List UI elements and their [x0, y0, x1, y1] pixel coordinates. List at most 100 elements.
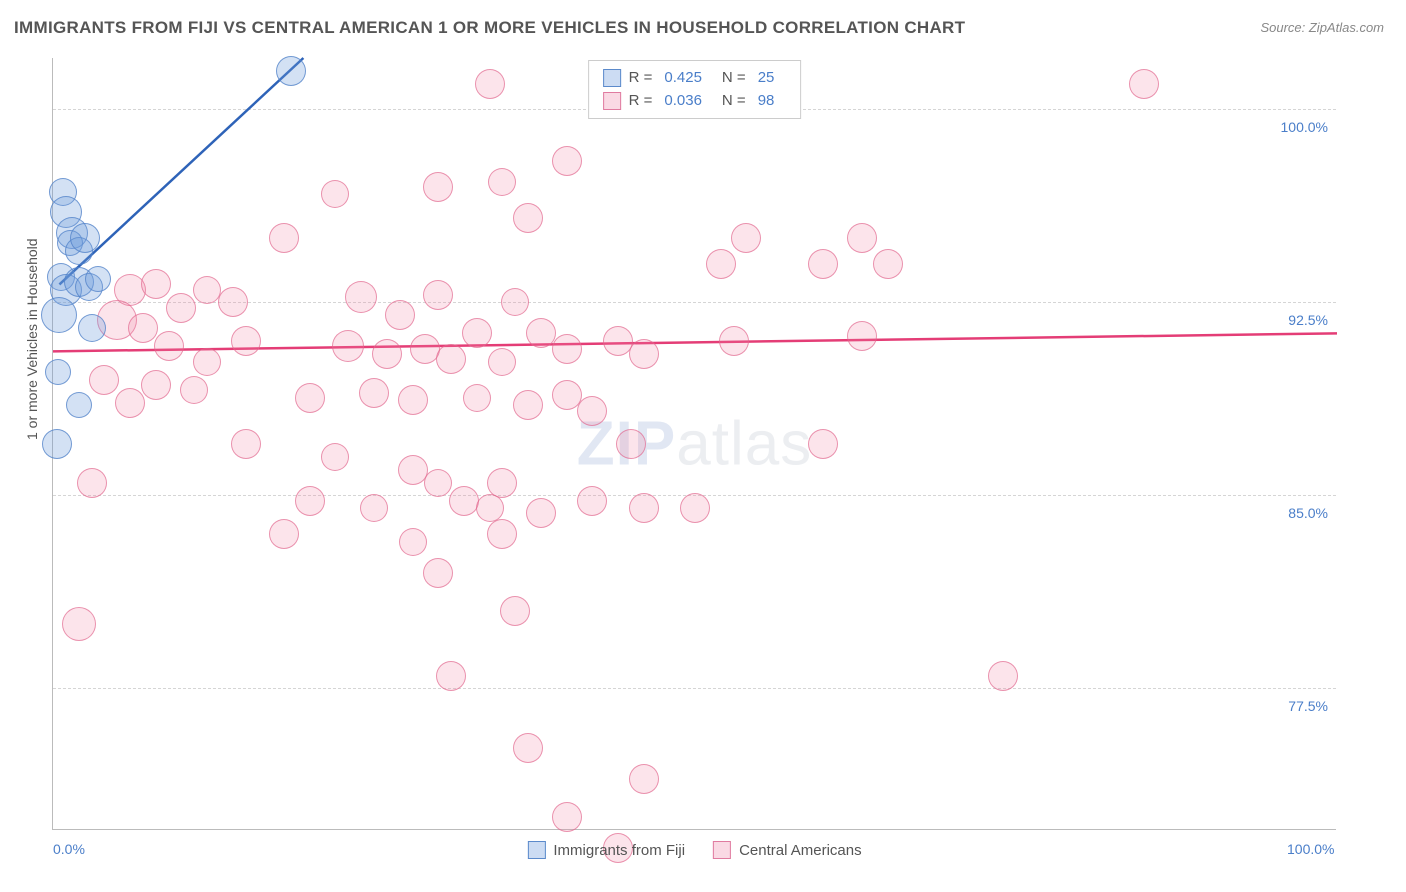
data-point-b [423, 558, 453, 588]
data-point-a [85, 266, 111, 292]
swatch-series-b [603, 92, 621, 110]
data-point-b [269, 519, 299, 549]
data-point-b [449, 486, 479, 516]
data-point-b [436, 344, 466, 374]
data-point-b [629, 493, 659, 523]
x-tick-label: 0.0% [53, 841, 85, 857]
data-point-b [487, 468, 517, 498]
n-value-a: 25 [758, 67, 775, 90]
data-point-b [89, 365, 119, 395]
data-point-b [398, 455, 428, 485]
data-point-b [154, 331, 184, 361]
data-point-b [577, 486, 607, 516]
x-tick-label: 100.0% [1287, 841, 1334, 857]
data-point-b [193, 348, 221, 376]
data-point-b [385, 300, 415, 330]
legend-row-b: R = 0.036 N = 98 [603, 90, 787, 113]
data-point-b [218, 287, 248, 317]
data-point-b [808, 249, 838, 279]
source-attribution: Source: ZipAtlas.com [1260, 20, 1384, 35]
data-point-b [141, 269, 171, 299]
data-point-b [372, 339, 402, 369]
data-point-b [488, 168, 516, 196]
data-point-b [577, 396, 607, 426]
data-point-a [66, 392, 92, 418]
series-legend: Immigrants from Fiji Central Americans [527, 841, 861, 859]
data-point-b [501, 288, 529, 316]
legend-item-b: Central Americans [713, 841, 862, 859]
data-point-a [70, 223, 100, 253]
data-point-a [45, 359, 71, 385]
data-point-b [424, 469, 452, 497]
data-point-b [616, 429, 646, 459]
data-point-a [41, 297, 77, 333]
data-point-b [526, 498, 556, 528]
correlation-legend: R = 0.425 N = 25 R = 0.036 N = 98 [588, 60, 802, 119]
data-point-b [719, 326, 749, 356]
data-point-b [115, 388, 145, 418]
data-point-b [988, 661, 1018, 691]
data-point-b [398, 385, 428, 415]
data-point-b [321, 443, 349, 471]
data-point-b [873, 249, 903, 279]
r-label: R = [629, 90, 653, 113]
data-point-b [629, 764, 659, 794]
n-label: N = [722, 67, 746, 90]
data-point-b [128, 313, 158, 343]
data-point-b [488, 348, 516, 376]
y-axis-title: 1 or more Vehicles in Household [24, 238, 40, 440]
r-label: R = [629, 67, 653, 90]
data-point-b [193, 276, 221, 304]
data-point-b [332, 330, 364, 362]
data-point-b [62, 607, 96, 641]
data-point-b [731, 223, 761, 253]
trend-line-a [59, 58, 303, 284]
data-point-b [399, 528, 427, 556]
data-point-a [78, 314, 106, 342]
data-point-b [475, 69, 505, 99]
data-point-b [476, 494, 504, 522]
data-point-b [231, 429, 261, 459]
data-point-b [77, 468, 107, 498]
chart-title: IMMIGRANTS FROM FIJI VS CENTRAL AMERICAN… [14, 18, 965, 38]
data-point-b [847, 321, 877, 351]
data-point-b [141, 370, 171, 400]
data-point-b [552, 146, 582, 176]
data-point-a [276, 56, 306, 86]
data-point-b [706, 249, 736, 279]
swatch-series-a [527, 841, 545, 859]
data-point-a [42, 429, 72, 459]
swatch-series-a [603, 69, 621, 87]
data-point-b [513, 203, 543, 233]
data-point-b [423, 172, 453, 202]
data-point-b [1129, 69, 1159, 99]
data-point-b [463, 384, 491, 412]
data-point-b [680, 493, 710, 523]
data-point-b [423, 280, 453, 310]
plot-area: ZIPatlas 77.5%85.0%92.5%100.0% 0.0%100.0… [52, 58, 1336, 830]
data-point-b [180, 376, 208, 404]
data-point-b [295, 486, 325, 516]
n-value-b: 98 [758, 90, 775, 113]
legend-row-a: R = 0.425 N = 25 [603, 67, 787, 90]
data-point-b [847, 223, 877, 253]
data-point-b [462, 318, 492, 348]
legend-item-a: Immigrants from Fiji [527, 841, 685, 859]
data-point-b [552, 334, 582, 364]
data-point-b [487, 519, 517, 549]
data-point-b [513, 390, 543, 420]
data-point-b [360, 494, 388, 522]
data-point-b [231, 326, 261, 356]
data-point-b [166, 293, 196, 323]
data-point-b [359, 378, 389, 408]
data-point-b [808, 429, 838, 459]
n-label: N = [722, 90, 746, 113]
r-value-b: 0.036 [664, 90, 702, 113]
data-point-b [629, 339, 659, 369]
data-point-b [345, 281, 377, 313]
data-point-b [500, 596, 530, 626]
data-point-b [552, 802, 582, 832]
series-a-name: Immigrants from Fiji [553, 842, 685, 859]
series-b-name: Central Americans [739, 842, 862, 859]
data-point-b [436, 661, 466, 691]
